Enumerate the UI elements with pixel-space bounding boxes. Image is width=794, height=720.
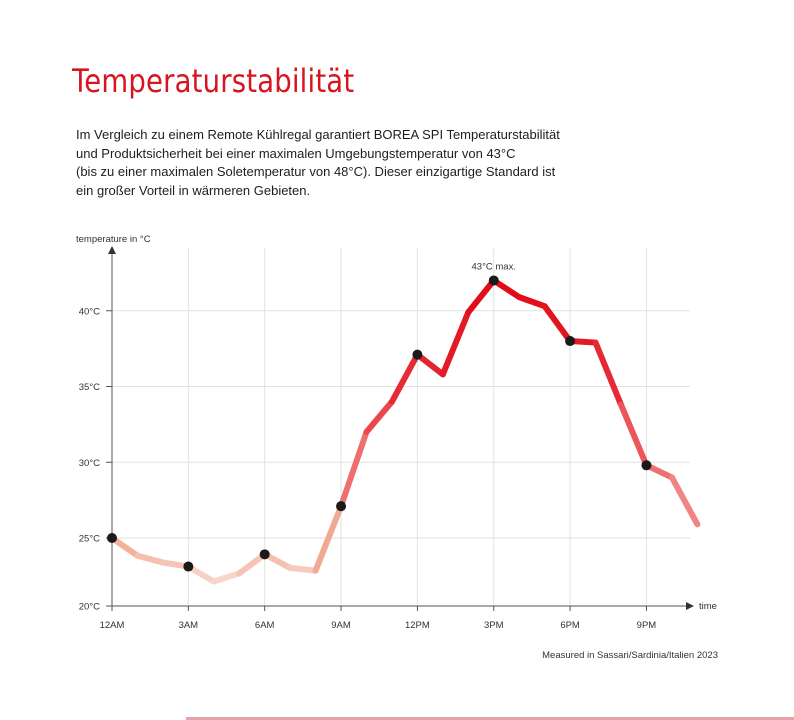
intro-line: Im Vergleich zu einem Remote Kühlregal g… [76,127,560,142]
bottom-divider [186,717,794,720]
grid [112,248,690,606]
line-segment [668,474,701,528]
data-point-marker [259,549,270,560]
temperature-line [109,277,701,585]
y-tick-label: 20°C [79,602,100,613]
x-tick-label: 9PM [637,620,657,631]
data-point-marker [488,275,499,286]
page-title: Temperaturstabilität [72,62,355,100]
data-point-marker [565,336,576,347]
line-segment [541,303,574,345]
x-ticks: 12AM 3AM 6AM 9AM 12PM 3PM 6PM 9PM [100,606,657,631]
y-tick-label: 35°C [79,382,100,393]
line-segment [109,535,141,559]
line-segment [312,503,345,574]
line-segment [618,401,650,469]
line-segment [388,351,421,405]
data-point-marker [107,533,117,543]
line-segment [236,551,268,577]
x-tick-label: 6AM [255,620,275,631]
y-axis-title: temperature in °C [76,234,151,245]
data-markers [107,275,652,572]
line-segment [414,351,446,378]
x-tick-label: 12AM [100,620,125,631]
intro-line: ein großer Vorteil in wärmeren Gebieten. [76,182,311,198]
x-axis-title: time [699,601,717,612]
line-segment [465,277,497,316]
line-segment [287,564,319,574]
line-segment [338,428,370,510]
max-annotation-label: 43°C max. [472,261,516,272]
x-tick-label: 3PM [484,620,504,631]
x-tick-label: 12PM [405,620,430,631]
y-ticks: 20°C 25°C 30°C 35°C 40°C [79,306,112,613]
line-segment [592,339,624,408]
intro-line: (bis zu einer maximalen Soletemperatur v… [76,164,556,179]
x-tick-label: 6PM [560,620,580,631]
y-tick-label: 40°C [79,306,100,317]
line-segment [516,294,548,310]
x-tick-label: 9AM [331,620,351,631]
data-point-marker [641,460,652,471]
intro-line: und Produktsicherheit bei einer maximale… [76,145,516,161]
y-tick-label: 30°C [79,458,100,469]
data-point-marker [336,501,347,512]
annotations: 43°C max. [472,261,516,272]
source-note: Measured in Sassari/Sardinia/Italien 202… [542,650,718,661]
intro-paragraph: Im Vergleich zu einem Remote Kühlregal g… [76,126,636,200]
line-segment [210,570,243,585]
axes: temperature in °C time [76,234,717,612]
y-tick-label: 25°C [79,534,100,545]
line-segment [490,277,523,301]
line-segment [363,398,395,435]
x-tick-label: 3AM [179,620,199,631]
line-segment [439,309,472,378]
data-point-marker [183,561,194,572]
data-point-marker [412,349,423,360]
line-segment [134,552,166,566]
